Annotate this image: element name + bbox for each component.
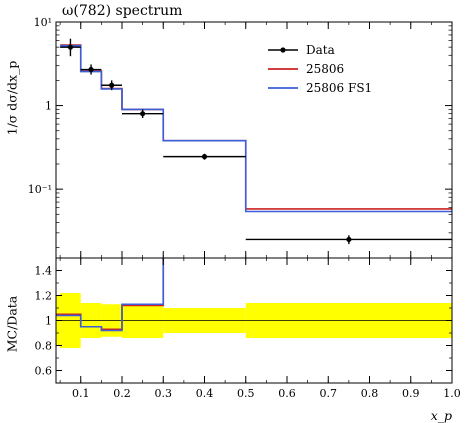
x-tick-label: 0.7 <box>320 387 338 400</box>
x-tick-label: 0.5 <box>237 387 255 400</box>
chart-title: ω(782) spectrum <box>62 3 183 19</box>
main-y-tick-label: 10⁻¹ <box>28 183 52 196</box>
data-point <box>109 82 115 88</box>
ratio-content <box>56 258 452 348</box>
ratio-plot-panel: 0.6 0.8 1 1.2 1.4 0.1 0.2 0.3 0.4 0.5 0.6 0.7 0.8 0.9… <box>35 22 461 400</box>
legend-entry-label: 25806 <box>306 62 344 76</box>
hist-series-25806-fs1 <box>60 44 452 213</box>
main-y-axis-label: 1/σ dσ/dx_p <box>4 60 20 136</box>
main-content <box>60 38 452 245</box>
hist-series-25806 <box>60 44 452 210</box>
main-y-tick-label: 10¹ <box>34 16 52 29</box>
x-tick-label: 0.8 <box>361 387 379 400</box>
main-frame <box>55 21 453 259</box>
legend-marker <box>280 47 286 53</box>
ratio-y-tick-label: 0.8 <box>35 340 53 353</box>
legend-entry-label: 25806 FS1 <box>306 81 372 95</box>
data-point <box>140 111 146 117</box>
ratio-y-tick-label: 1 <box>45 315 52 328</box>
ratio-series-25806-fs1 <box>56 258 165 332</box>
uncertainty-band-segment <box>122 305 164 338</box>
main-y-tick-label: 1 <box>45 100 52 113</box>
x-tick-label: 0.2 <box>113 387 131 400</box>
ratio-y-tick-label: 1.2 <box>35 290 53 303</box>
x-axis-label: x_p <box>430 408 452 423</box>
x-tick-label: 0.3 <box>155 387 173 400</box>
legend: Data 25806 25806 FS1 <box>268 43 372 95</box>
legend-entry-label: Data <box>306 43 335 57</box>
ratio-y-tick-label: 1.4 <box>35 265 53 278</box>
x-tick-label: 0.4 <box>196 387 214 400</box>
x-tick-label: 1.0 <box>443 387 461 400</box>
x-tick-label: 0.6 <box>278 387 296 400</box>
data-point <box>88 66 94 73</box>
data-point <box>67 44 74 50</box>
data-point <box>346 236 352 243</box>
ratio-y-tick-label: 0.6 <box>35 365 53 378</box>
data-point <box>201 154 208 160</box>
x-tick-label: 0.9 <box>402 387 420 400</box>
main-plot-panel: 10⁻¹ 1 10¹ <box>28 16 453 259</box>
x-tick-label: 0.1 <box>72 387 90 400</box>
ratio-y-axis-label: MC/Data <box>4 295 20 353</box>
